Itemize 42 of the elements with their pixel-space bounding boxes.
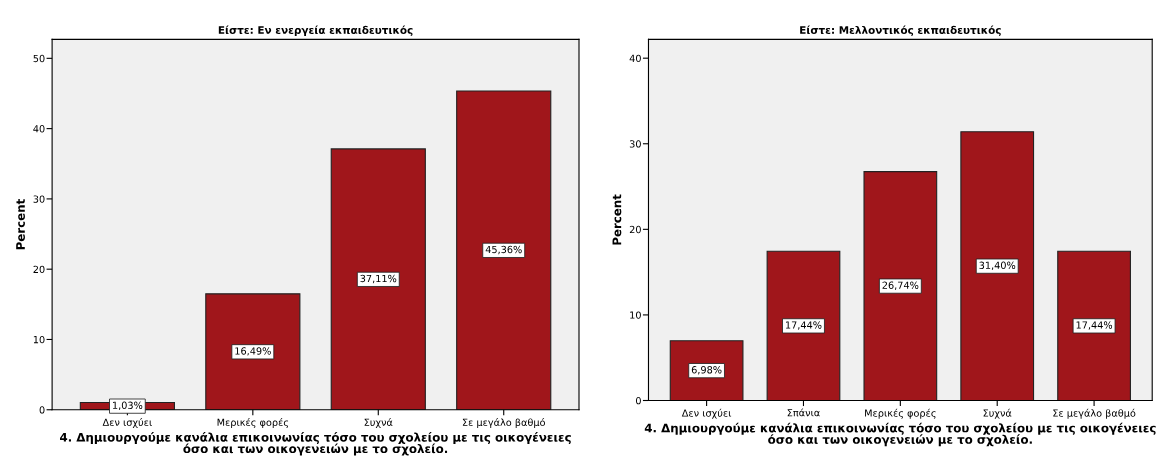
y-axis-title: Percent: [16, 199, 25, 250]
y-tick-label: 40: [33, 125, 45, 133]
chart-title: Είστε: Εν ενεργεία εκπαιδευτικός: [218, 25, 413, 36]
x-axis-title: 4. Δημιουργούμε κανάλια επικοινωνίας τόσο του σχολείου με τις οικογένειες όσο και των οικογενειών με το σχολείο.: [60, 432, 571, 456]
data-label: 1,03%: [113, 401, 143, 410]
x-tick-label: Σπάνια: [787, 408, 820, 417]
data-label: 17,44%: [1076, 321, 1113, 330]
y-tick-label: 30: [33, 195, 45, 203]
y-tick-label: 40: [629, 54, 641, 63]
y-tick-label: 50: [33, 54, 45, 63]
data-label: 45,36%: [485, 245, 522, 255]
x-tick-label: Μερικές φορές: [865, 408, 936, 419]
bar: [456, 90, 552, 410]
bar: [960, 131, 1035, 401]
bar: [330, 148, 426, 410]
chart-title: Είστε: Μελλοντικός εκπαιδευτικός: [800, 25, 1001, 36]
bar: [863, 171, 938, 401]
y-tick-label: 30: [629, 140, 641, 148]
x-tick-label: Σε μεγάλο βαθμό: [462, 418, 545, 428]
y-tick-label: 10: [33, 335, 45, 344]
bar: [766, 250, 841, 401]
y-tick-label: 0: [635, 396, 641, 405]
y-tick-label: 20: [33, 265, 45, 274]
x-tick-label: Συχνά: [364, 418, 393, 428]
y-tick-label: 0: [39, 406, 45, 414]
data-label: 37,11%: [360, 274, 397, 284]
x-tick-label: Μερικές φορές: [217, 418, 289, 428]
bar: [205, 293, 301, 410]
y-tick-label: 20: [629, 225, 641, 234]
y-tick-label: 10: [630, 311, 641, 319]
data-label: 17,44%: [786, 321, 822, 330]
x-tick-label: Δεν ισχύει: [681, 408, 732, 419]
data-label: 31,40%: [979, 261, 1016, 270]
x-tick-label: Συχνά: [983, 408, 1012, 419]
x-tick-label: Σε μεγάλο βαθμό: [1053, 408, 1136, 419]
x-axis-title: 4. Δημιουργούμε κανάλια επικοινωνίας τόσο του σχολείου με τις οικογένειες όσο και των οικογενειών με το σχολείο.: [644, 422, 1156, 447]
data-label: 26,74%: [882, 281, 919, 290]
data-label: 6,98%: [691, 366, 722, 375]
bar: [1057, 250, 1131, 401]
y-axis-title: Percent: [612, 194, 622, 245]
data-label: 16,49%: [235, 347, 271, 356]
x-tick-label: Δεν ισχύει: [102, 418, 152, 428]
